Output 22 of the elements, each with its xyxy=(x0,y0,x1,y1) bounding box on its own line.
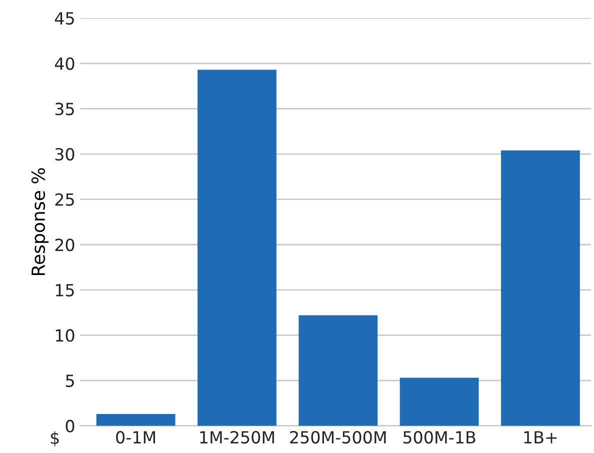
y-tick-label: 0 xyxy=(66,420,74,432)
y-axis-title: Response % xyxy=(31,168,49,276)
bar xyxy=(400,378,479,426)
bar xyxy=(298,315,378,426)
x-tick-label: 0-1M xyxy=(116,430,155,444)
y-tick-label: 30 xyxy=(55,148,74,161)
y-tick-label: 10 xyxy=(56,329,74,342)
y-tick-label: 25 xyxy=(55,193,74,206)
y-tick-label: 35 xyxy=(55,102,74,116)
text: $ xyxy=(50,431,59,446)
x-tick-label: 500M-1B xyxy=(403,430,476,444)
y-tick-label: 15 xyxy=(56,284,74,296)
bar xyxy=(198,70,276,426)
y-tick-label: 45 xyxy=(54,12,74,25)
bar xyxy=(501,150,580,426)
x-tick-label: 1M-250M xyxy=(200,430,274,444)
bar xyxy=(96,414,176,426)
y-tick-label: 40 xyxy=(54,57,74,70)
y-tick-label: 20 xyxy=(55,238,74,252)
x-tick-label: 250M-500M xyxy=(290,430,386,444)
y-tick-label: 5 xyxy=(66,374,74,388)
x-tick-label: 1B+ xyxy=(524,431,557,444)
